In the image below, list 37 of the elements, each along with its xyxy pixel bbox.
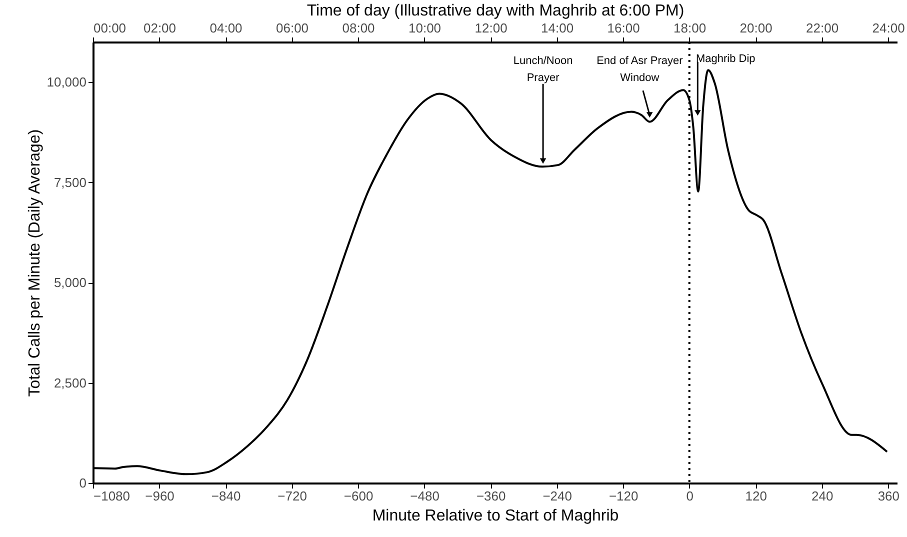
- x2-tick-label: 20:00: [740, 20, 772, 36]
- x2-tick-label: 02:00: [143, 20, 176, 36]
- annotation: End of Asr Prayer Window: [596, 55, 684, 84]
- x-tick-label: 120: [745, 488, 767, 504]
- x-tick-label: −960: [145, 488, 174, 504]
- x-tick-label: −840: [211, 488, 241, 504]
- x2-tick-label: 14:00: [541, 20, 574, 36]
- x2-tick-label: 24:00: [872, 20, 905, 36]
- x2-tick-label: 06:00: [276, 20, 309, 36]
- x2-tick-label: 18:00: [674, 20, 706, 36]
- x2-tick-label: 22:00: [806, 20, 839, 36]
- x2-tick-label: 10:00: [408, 20, 442, 36]
- x-axis-title: Minute Relative to Start of Maghrib: [372, 508, 619, 524]
- x2-tick-label: 04:00: [210, 20, 242, 36]
- x-tick-label: −600: [344, 488, 374, 504]
- x-tick-label: −360: [476, 488, 506, 504]
- annotation: Maghrib Dip: [696, 53, 756, 66]
- x2-tick-label: 08:00: [342, 20, 375, 36]
- y-tick-label: 7,500: [54, 174, 86, 190]
- x2-tick-label: 00:00: [94, 20, 126, 36]
- x-tick-label: 0: [686, 488, 694, 504]
- x-tick-label: 240: [812, 488, 834, 504]
- y-tick-label: 5,000: [54, 275, 86, 290]
- x-tick-label: 360: [878, 488, 900, 504]
- x2-tick-label: 16:00: [607, 20, 640, 36]
- x-tick-label: −120: [608, 488, 638, 504]
- x-tick-label: −480: [410, 488, 440, 504]
- x-tick-label: −240: [542, 488, 572, 504]
- x2-axis-title: Time of day (Illustrative day with Maghrib at 6:00 PM): [306, 2, 684, 20]
- x-tick-label: −1080: [94, 488, 130, 504]
- y-tick-label: 10,000: [46, 74, 86, 90]
- annotation: Lunch/Noon Prayer: [513, 55, 573, 84]
- y-tick-label: 2,500: [54, 375, 86, 390]
- x-tick-label: −720: [278, 488, 307, 504]
- y-axis-title: Total Calls per Minute (Daily Average): [26, 129, 44, 397]
- y-tick-label: 0: [79, 476, 86, 490]
- x2-tick-label: 12:00: [474, 20, 508, 36]
